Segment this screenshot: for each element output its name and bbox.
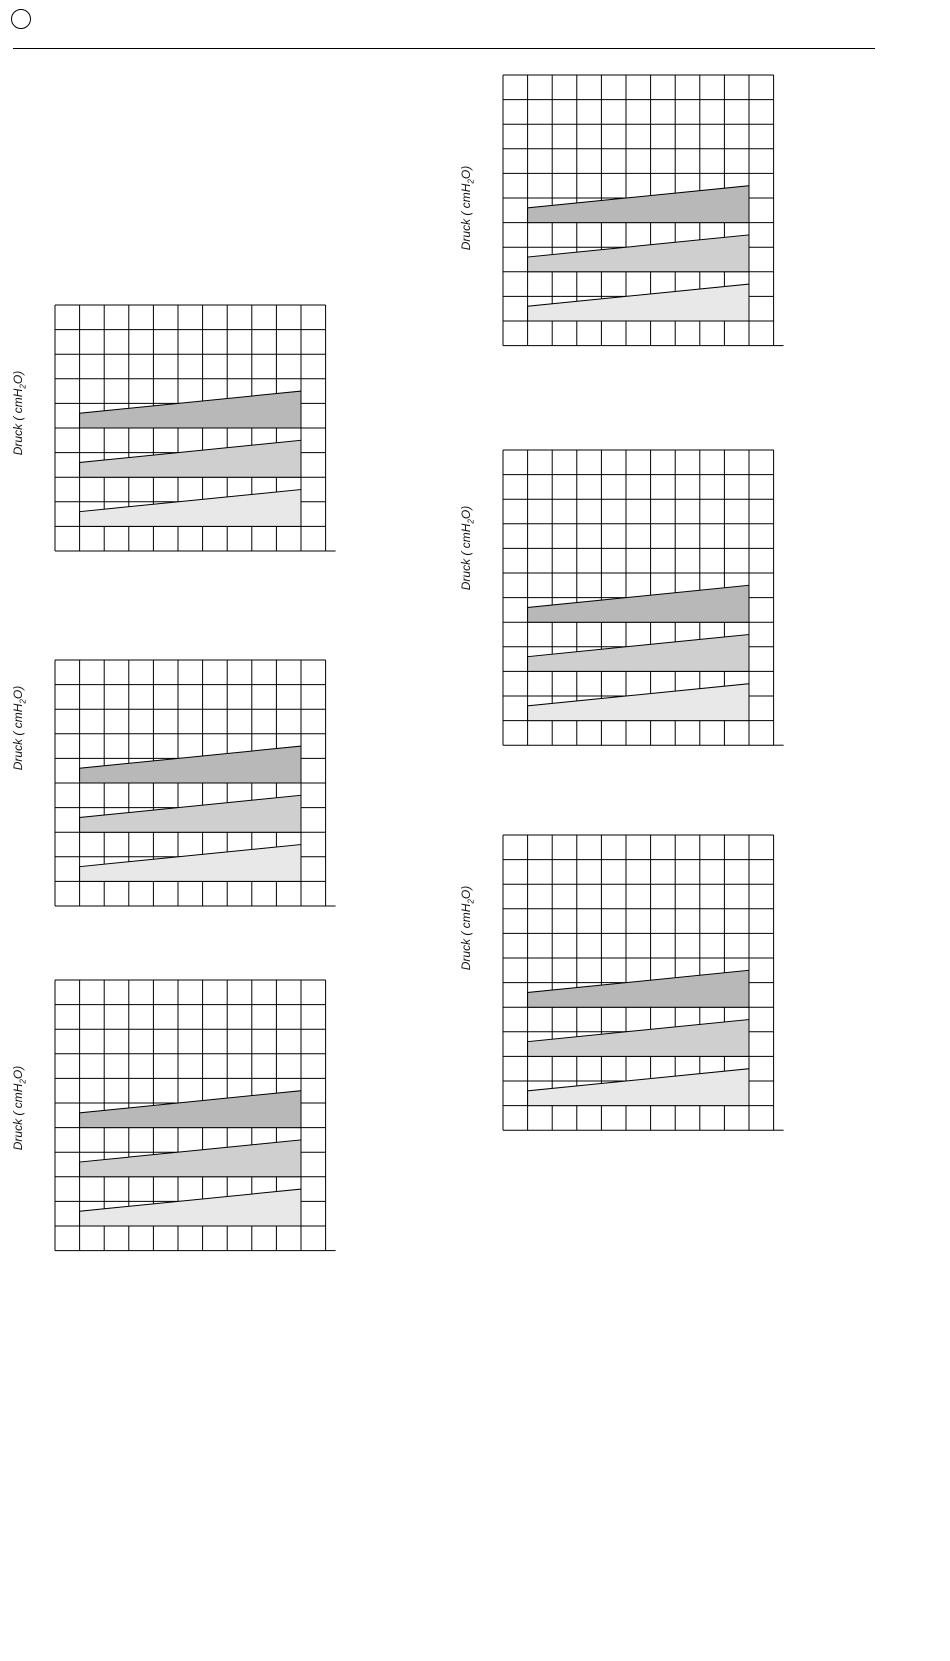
chart-panel-5: Druck ( cmH2O) <box>448 449 808 760</box>
y-axis-label: Druck ( cmH2O) <box>10 1038 28 1178</box>
series-band-3 <box>79 745 302 784</box>
y-axis-label-text: Druck ( cmH <box>459 183 473 251</box>
series-band-3 <box>527 584 750 623</box>
y-axis-label-suffix: O) <box>11 370 25 385</box>
y-axis-label-text: Druck ( cmH <box>11 388 25 456</box>
series-band-1 <box>79 1188 302 1227</box>
series-band-1 <box>79 488 302 527</box>
series-band-2 <box>79 794 302 833</box>
circle-icon <box>11 9 31 29</box>
y-axis-label-text: Druck ( cmH <box>11 703 25 771</box>
series-band-2 <box>79 439 302 478</box>
chart-svg <box>502 74 784 347</box>
y-axis-label-suffix: O) <box>11 685 25 700</box>
series-band-1 <box>79 843 302 882</box>
series-band-2 <box>527 1018 750 1057</box>
y-axis-label-suffix: O) <box>11 1065 25 1080</box>
y-axis-label: Druck ( cmH2O) <box>10 343 28 483</box>
y-axis-label-text: Druck ( cmH <box>459 523 473 591</box>
series-band-3 <box>79 1090 302 1129</box>
y-axis-label-suffix: O) <box>459 885 473 900</box>
chart-svg <box>54 979 336 1252</box>
y-axis-label-subscript: 2 <box>466 519 476 524</box>
page-header <box>0 0 950 60</box>
chart-panel-2: Druck ( cmH2O) <box>0 658 360 920</box>
chart-panel-6: Druck ( cmH2O) <box>448 830 808 1140</box>
series-band-2 <box>527 633 750 672</box>
series-band-2 <box>79 1139 302 1178</box>
series-band-1 <box>527 283 750 322</box>
chart-svg <box>54 659 336 907</box>
y-axis-label-text: Druck ( cmH <box>459 903 473 971</box>
y-axis-label-suffix: O) <box>459 505 473 520</box>
series-band-3 <box>527 969 750 1008</box>
series-band-2 <box>527 234 750 273</box>
chart-panel-3: Druck ( cmH2O) <box>0 979 360 1280</box>
chart-svg <box>502 834 784 1131</box>
y-axis-label-subscript: 2 <box>18 384 28 389</box>
y-axis-label: Druck ( cmH2O) <box>458 138 476 278</box>
y-axis-label-subscript: 2 <box>18 699 28 704</box>
y-axis-label: Druck ( cmH2O) <box>458 858 476 998</box>
header-rule <box>13 48 875 49</box>
chart-panel-1: Druck ( cmH2O) <box>0 304 360 575</box>
y-axis-label-text: Druck ( cmH <box>11 1083 25 1151</box>
y-axis-label-subscript: 2 <box>466 179 476 184</box>
series-band-1 <box>527 683 750 722</box>
y-axis-label-subscript: 2 <box>466 899 476 904</box>
y-axis-label-suffix: O) <box>459 165 473 180</box>
chart-svg <box>502 449 784 746</box>
series-band-3 <box>79 390 302 429</box>
chart-panel-4: Druck ( cmH2O) <box>448 70 808 370</box>
series-band-1 <box>527 1068 750 1107</box>
y-axis-label: Druck ( cmH2O) <box>458 478 476 618</box>
y-axis-label: Druck ( cmH2O) <box>10 658 28 798</box>
series-band-3 <box>527 185 750 224</box>
y-axis-label-subscript: 2 <box>18 1079 28 1084</box>
chart-svg <box>54 304 336 552</box>
